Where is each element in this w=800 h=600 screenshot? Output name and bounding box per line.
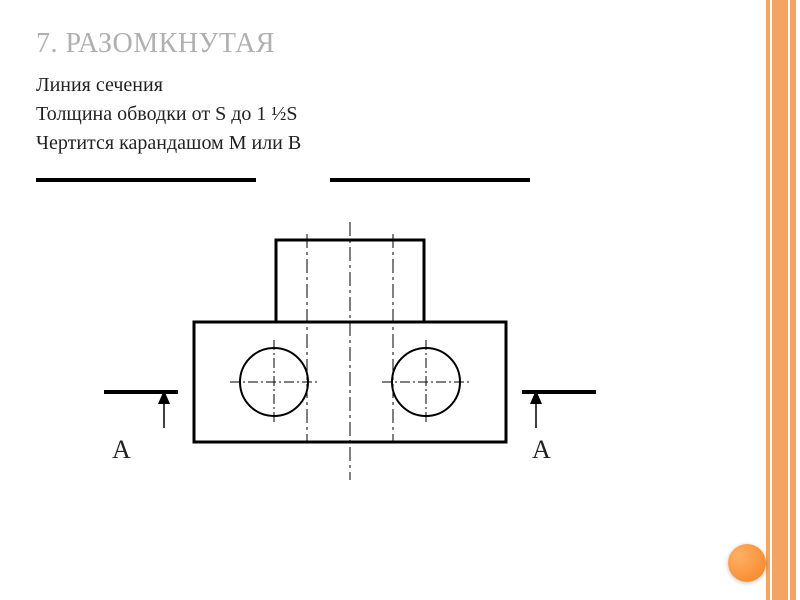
slide-badge-icon xyxy=(728,544,766,582)
stripe-3 xyxy=(790,0,796,600)
technical-drawing: АА xyxy=(70,210,630,520)
open-line-demo xyxy=(36,178,576,186)
demo-seg-2 xyxy=(330,178,530,182)
stripe-1 xyxy=(766,0,770,600)
svg-text:А: А xyxy=(532,435,551,464)
demo-seg-1 xyxy=(36,178,256,182)
svg-text:А: А xyxy=(112,435,131,464)
slide: 7. РАЗОМКНУТАЯ Линия сечения Толщина обв… xyxy=(0,0,800,600)
subtitle-line-2: Толщина обводки от S до 1 ½S xyxy=(36,103,740,126)
stripe-2 xyxy=(772,0,788,600)
subtitle-line-3: Чертится карандашом М или В xyxy=(36,132,740,155)
subtitle-line-1: Линия сечения xyxy=(36,74,740,97)
slide-title: 7. РАЗОМКНУТАЯ xyxy=(36,28,740,60)
text-content: 7. РАЗОМКНУТАЯ Линия сечения Толщина обв… xyxy=(36,28,740,161)
drawing-svg: АА xyxy=(70,210,630,520)
side-stripes xyxy=(754,0,800,600)
